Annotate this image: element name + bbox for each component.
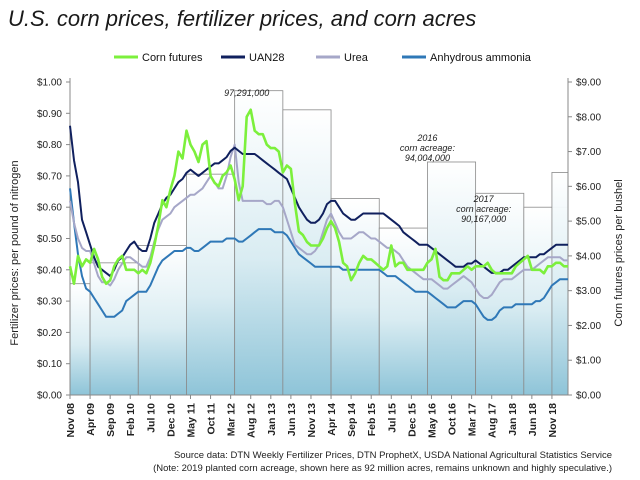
y-left-tick-0: $0.00 — [37, 391, 62, 402]
x-tick-22: Jan 18 — [507, 403, 519, 436]
acreage-bar-7 — [378, 227, 428, 396]
y-right-tick-1: $1.00 — [576, 356, 601, 367]
y-left-tick-6: $0.60 — [37, 203, 62, 214]
series-line-anhydrous-ammonia — [69, 188, 568, 321]
y-axis-right-label: Corn futures prices per bushel — [613, 179, 625, 326]
x-tick-11: Jun 13 — [286, 403, 298, 436]
x-tick-5: Dec 10 — [165, 403, 177, 437]
y-right-tick-4: $4.00 — [576, 251, 601, 262]
chart-title: U.S. corn prices, fertilizer prices, and… — [8, 6, 476, 31]
acreage-bar-0 — [69, 283, 91, 396]
x-tick-8: Mar 12 — [226, 403, 238, 436]
x-tick-20: Mar 17 — [467, 403, 479, 436]
acreage-bars — [69, 90, 569, 396]
x-tick-9: Aug 12 — [246, 403, 258, 438]
x-tick-15: Feb 15 — [366, 403, 378, 436]
y-right-tick-6: $6.00 — [576, 182, 601, 193]
y-right-tick-8: $8.00 — [576, 112, 601, 123]
y-left-tick-3: $0.30 — [37, 297, 62, 308]
tick-labels: $0.00 $0.10 $0.20 $0.30 $0.40 $0.50 $0.60 $0.70… — [37, 78, 601, 439]
x-tick-14: Sep 14 — [346, 403, 358, 437]
x-tick-1: Apr 09 — [85, 403, 97, 436]
acreage-bar-3 — [186, 173, 236, 396]
legend-label-2: Urea — [344, 52, 369, 64]
y-left-tick-1: $0.10 — [37, 359, 62, 370]
x-tick-7: Oct 11 — [206, 403, 218, 435]
x-tick-18: May 16 — [426, 403, 438, 438]
y-right-tick-5: $5.00 — [576, 217, 601, 228]
acreage-bar-1 — [89, 262, 139, 396]
y-left-tick-8: $0.80 — [37, 140, 62, 151]
x-tick-0: Nov 08 — [65, 403, 77, 438]
y-right-tick-9: $9.00 — [576, 78, 601, 89]
y-left-tick-9: $0.90 — [37, 109, 62, 120]
annotation-2-line-0: 2017 — [473, 194, 495, 204]
annotation-2-line-1: corn acreage: — [456, 204, 512, 214]
series-lines — [68, 108, 568, 321]
y-right-tick-7: $7.00 — [576, 147, 601, 158]
x-tick-17: Dec 15 — [406, 403, 418, 437]
annotation-1-line-1: corn acreage: — [400, 143, 456, 153]
acreage-bar-5 — [282, 109, 332, 396]
annotation-1-line-2: 94,004,000 — [405, 153, 450, 163]
source-note: Source data: DTN Weekly Fertilizer Price… — [174, 450, 612, 461]
series-line-corn-futures — [68, 108, 568, 285]
x-tick-2: Sep 09 — [105, 403, 117, 437]
y-left-tick-4: $0.40 — [37, 265, 62, 276]
x-tick-10: Jan 13 — [266, 403, 278, 436]
legend-label-0: Corn futures — [142, 52, 203, 64]
acreage-bar-2 — [137, 245, 187, 396]
acreage-note: (Note: 2019 planted corn acreage, shown … — [153, 463, 612, 474]
x-tick-23: Jun 18 — [527, 403, 539, 436]
x-tick-13: Apr 14 — [326, 403, 338, 436]
x-tick-24: Nov 18 — [547, 403, 559, 438]
x-tick-4: Jul 10 — [145, 403, 157, 433]
acreage-bar-4 — [234, 90, 284, 396]
y-left-tick-5: $0.50 — [37, 234, 62, 245]
annotation-2-line-2: 90,167,000 — [461, 214, 506, 224]
y-axis-left-label: Fertilizer prices: per pound of nitrogen — [9, 160, 21, 345]
x-tick-19: Oct 16 — [447, 403, 459, 435]
y-left-tick-10: $1.00 — [37, 78, 62, 89]
legend: Corn futures UAN28 Urea Anhydrous ammonia — [114, 52, 532, 64]
x-tick-16: Jul 15 — [386, 403, 398, 433]
series-line-uan28 — [69, 125, 568, 278]
x-tick-12: Nov 13 — [306, 403, 318, 438]
legend-label-3: Anhydrous ammonia — [430, 52, 532, 64]
x-tick-21: Aug 17 — [487, 403, 499, 438]
y-right-tick-3: $3.00 — [576, 286, 601, 297]
y-left-tick-7: $0.70 — [37, 171, 62, 182]
legend-label-1: UAN28 — [249, 52, 284, 64]
y-right-tick-2: $2.00 — [576, 321, 601, 332]
x-tick-3: Feb 10 — [125, 403, 137, 436]
annotation-1-line-0: 2016 — [416, 133, 437, 143]
y-left-tick-2: $0.20 — [37, 328, 62, 339]
acreage-bar-9 — [475, 192, 525, 396]
acreage-bar-8 — [427, 161, 477, 396]
annotation-0-line-0: 97,291,000 — [224, 88, 269, 98]
y-right-tick-0: $0.00 — [576, 391, 601, 402]
x-tick-6: May 11 — [185, 403, 197, 438]
